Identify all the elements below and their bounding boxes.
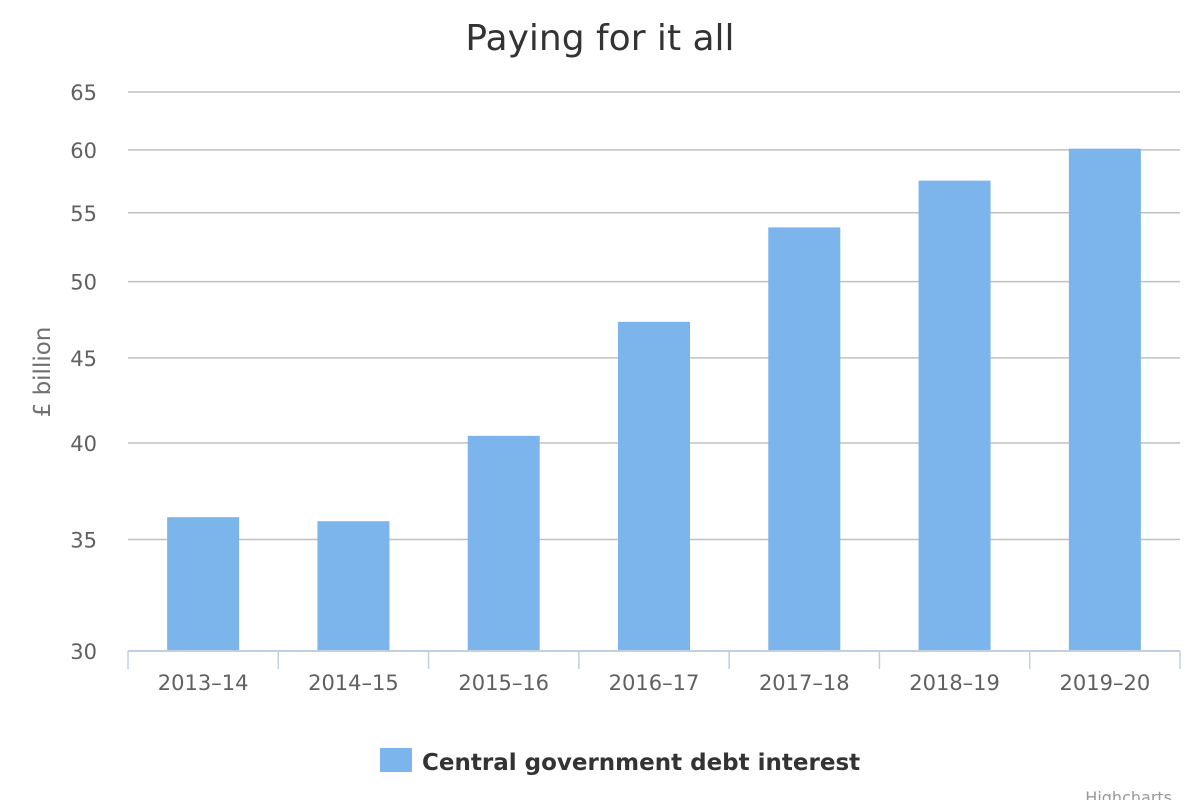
bar[interactable] xyxy=(467,435,540,651)
bars xyxy=(167,148,1141,651)
bar[interactable] xyxy=(167,517,240,651)
chart-title: Paying for it all xyxy=(465,18,734,59)
legend-swatch xyxy=(380,748,412,772)
bar[interactable] xyxy=(768,227,841,651)
x-tick-label: 2017–18 xyxy=(759,671,850,695)
legend[interactable]: Central government debt interest xyxy=(380,748,860,776)
x-tick-label: 2018–19 xyxy=(909,671,1000,695)
x-tick-label: 2014–15 xyxy=(308,671,399,695)
bar[interactable] xyxy=(618,321,690,651)
y-tick-label: 30 xyxy=(70,640,97,664)
x-tick-label: 2016–17 xyxy=(609,671,700,695)
bar[interactable] xyxy=(317,521,390,651)
bar[interactable] xyxy=(918,180,991,651)
x-tick-label: 2013–14 xyxy=(158,671,249,695)
y-tick-label: 45 xyxy=(70,347,97,371)
bar[interactable] xyxy=(1068,148,1141,651)
x-axis: 2013–14 2014–15 2015–16 2016–17 2017–18 2018–… xyxy=(127,650,1181,695)
y-tick-label: 55 xyxy=(70,202,97,226)
y-axis-ticks: 30 35 40 45 50 55 60 65 xyxy=(70,81,97,664)
x-tick-label: 2015–16 xyxy=(458,671,549,695)
y-tick-label: 40 xyxy=(70,432,97,456)
y-axis-label: £ billion xyxy=(30,327,56,418)
y-tick-label: 35 xyxy=(70,529,97,553)
x-tick-label: 2019–20 xyxy=(1060,671,1151,695)
y-tick-label: 50 xyxy=(70,271,97,295)
legend-label: Central government debt interest xyxy=(422,750,860,776)
credits-link[interactable]: Highcharts xyxy=(1085,788,1172,800)
y-tick-label: 60 xyxy=(70,139,97,163)
y-tick-label: 65 xyxy=(70,81,97,105)
